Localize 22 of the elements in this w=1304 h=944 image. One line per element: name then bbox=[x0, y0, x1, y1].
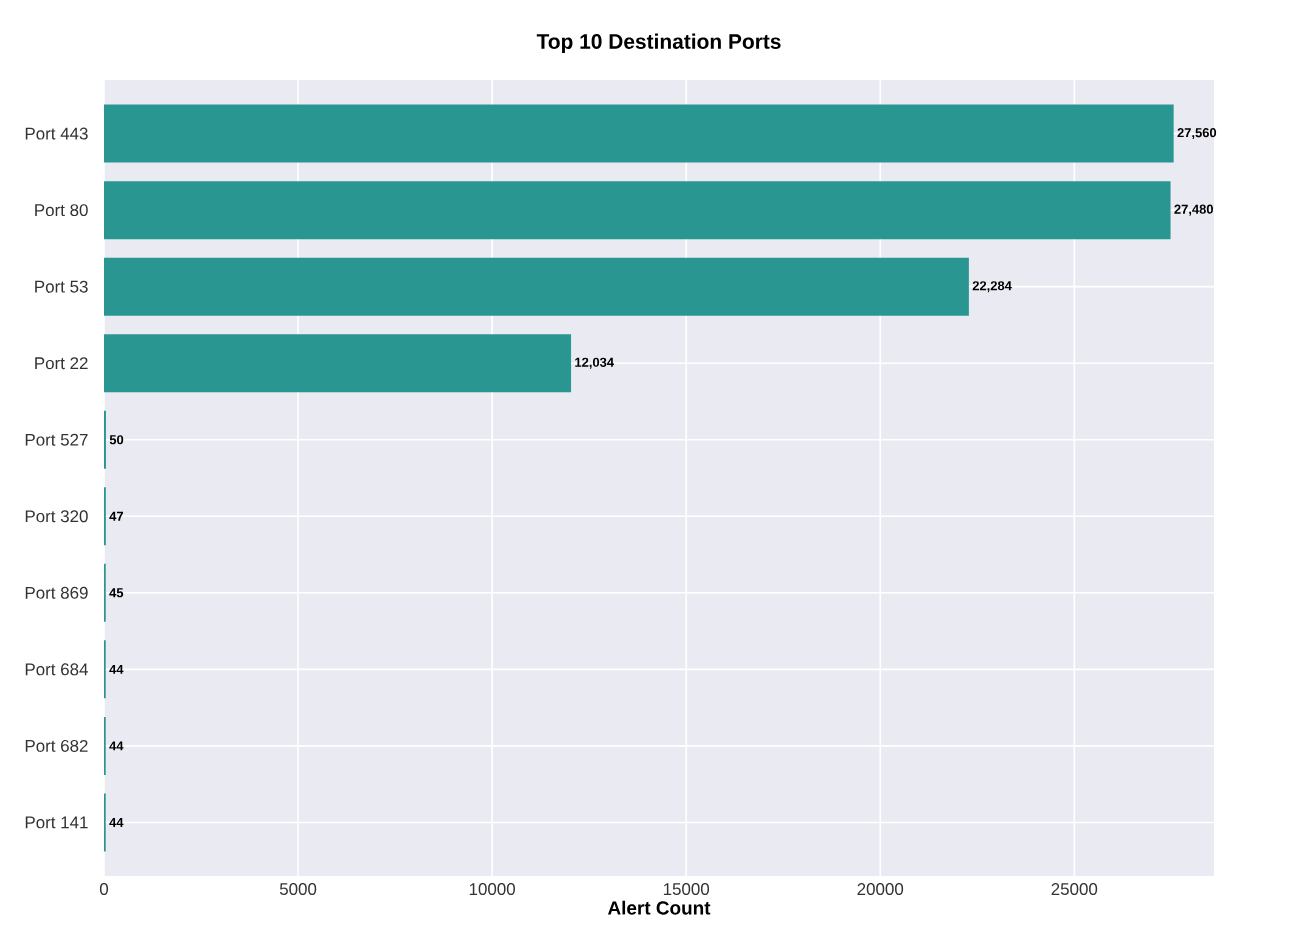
bar bbox=[104, 257, 969, 316]
x-tick-label: 10000 bbox=[469, 883, 515, 896]
bar bbox=[104, 334, 572, 393]
y-tick-label: Port 527 bbox=[25, 433, 88, 446]
y-tick-label: Port 141 bbox=[25, 816, 88, 829]
y-tick-label: Port 80 bbox=[35, 204, 88, 217]
y-tick-label: Port 682 bbox=[25, 739, 88, 752]
chart-title: Top 10 Destination Ports bbox=[536, 33, 781, 54]
y-tick-label: Port 53 bbox=[35, 280, 88, 293]
x-axis-title: Alert Count bbox=[607, 900, 711, 915]
bar bbox=[104, 181, 1171, 240]
y-tick-label: Port 22 bbox=[35, 357, 88, 370]
x-tick-label: 5000 bbox=[279, 883, 317, 896]
bar bbox=[104, 104, 1174, 163]
x-tick-label: 0 bbox=[99, 883, 109, 896]
y-tick-label: Port 443 bbox=[25, 127, 88, 140]
y-tick-label: Port 684 bbox=[25, 663, 88, 676]
x-tick-label: 15000 bbox=[663, 883, 710, 896]
y-tick-label: Port 869 bbox=[25, 586, 88, 599]
x-tick-label: 25000 bbox=[1051, 883, 1098, 896]
y-tick-label: Port 320 bbox=[25, 510, 88, 523]
x-tick-label: 20000 bbox=[857, 883, 904, 896]
